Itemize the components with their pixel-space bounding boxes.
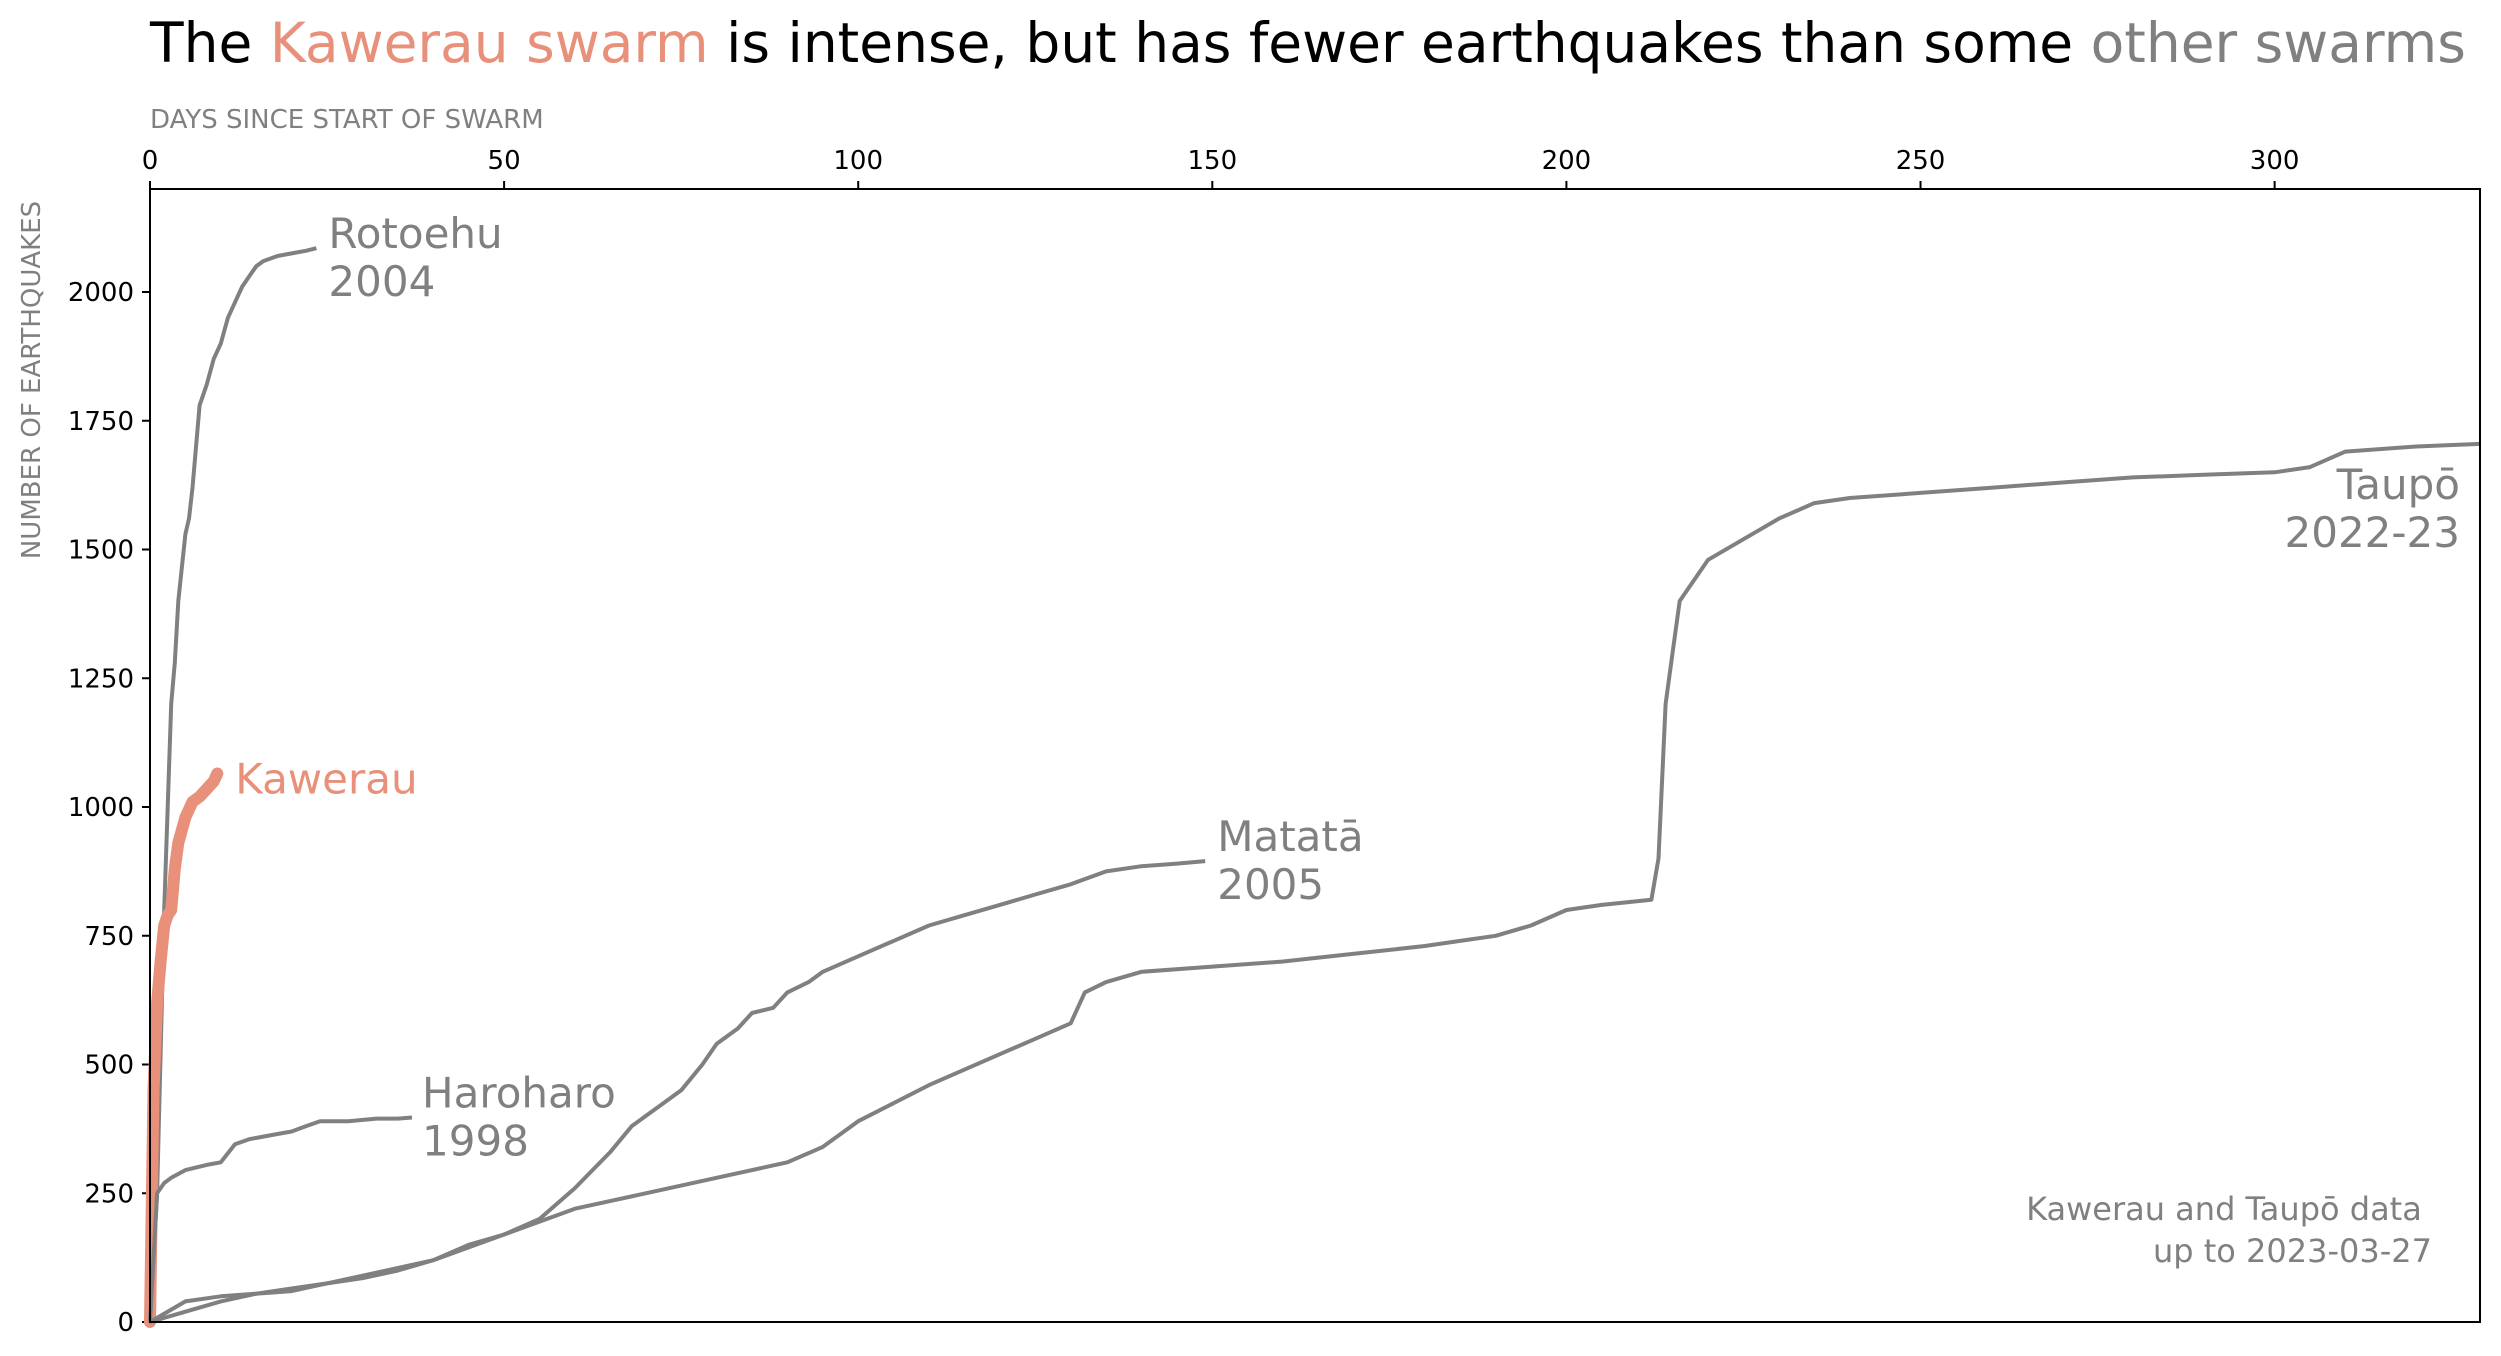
x-tick-label-250: 250 <box>1896 146 1946 176</box>
x-axis: 0 50 100 150 200 250 300 <box>142 146 2300 189</box>
y-axis-title: NUMBER OF EARTHQUAKES <box>17 201 47 559</box>
series-labels: Rotoehu 2004 Kawerau Haroharo 1998 Matatā 2005… <box>235 209 2460 1165</box>
x-tick-label-0: 0 <box>142 146 159 176</box>
x-tick-label-200: 200 <box>1542 146 1592 176</box>
y-axis: 0 250 500 750 1000 1250 1500 1750 2000 <box>68 278 150 1338</box>
series-label-haroharo-1998: Haroharo 1998 <box>422 1069 616 1166</box>
series-line-rotoehu-2004 <box>148 246 317 1323</box>
y-tick-label-750: 750 <box>84 922 134 952</box>
y-tick-label-1750: 1750 <box>68 407 134 437</box>
series-line-taup-2022-23 <box>148 441 2481 1324</box>
x-axis-title: DAYS SINCE START OF SWARM <box>150 105 544 135</box>
series-label-line: 2004 <box>328 257 435 306</box>
y-tick-label-1500: 1500 <box>68 536 134 566</box>
series-line-haroharo-1998 <box>148 1115 413 1323</box>
series-label-line: Kawerau <box>235 755 417 804</box>
series-layer <box>144 246 2481 1328</box>
series-label-rotoehu-2004: Rotoehu 2004 <box>328 209 502 306</box>
series-label-line: Rotoehu <box>328 209 502 258</box>
y-tick-label-0: 0 <box>117 1308 134 1338</box>
x-tick-label-300: 300 <box>2250 146 2300 176</box>
chart-title: The Kawerau swarm is intense, but has fe… <box>149 11 2466 75</box>
x-tick-label-150: 150 <box>1187 146 1237 176</box>
y-tick-label-500: 500 <box>84 1051 134 1081</box>
y-tick-label-1000: 1000 <box>68 793 134 823</box>
series-line-kawerau <box>144 767 224 1328</box>
series-line-matat-2005 <box>149 859 1206 1324</box>
series-label-line: 2005 <box>1217 860 1324 909</box>
series-label-line: Taupō <box>2336 460 2460 509</box>
data-note: Kawerau and Taupō data up to 2023-03-27 <box>2026 1190 2432 1270</box>
series-label-line: 1998 <box>422 1117 529 1166</box>
y-tick-label-1250: 1250 <box>68 664 134 694</box>
x-tick-label-50: 50 <box>488 146 521 176</box>
chart-title-part-3: other swarms <box>2091 11 2466 75</box>
data-note-line-1: Kawerau and Taupō data <box>2026 1190 2422 1228</box>
series-label-kawerau: Kawerau <box>235 755 417 804</box>
data-note-line-2: up to 2023-03-27 <box>2153 1232 2432 1270</box>
series-label-line: Matatā <box>1217 812 1363 861</box>
chart-title-part-1: Kawerau swarm <box>270 11 709 75</box>
series-label-line: 2022-23 <box>2285 508 2461 557</box>
series-label-taup-2022-23: Taupō 2022-23 <box>2285 460 2461 557</box>
chart-title-part-2: is intense, but has fewer earthquakes th… <box>709 11 2091 75</box>
series-label-matat-2005: Matatā 2005 <box>1217 812 1363 909</box>
x-tick-label-100: 100 <box>833 146 883 176</box>
plot-frame <box>149 188 2481 1323</box>
chart-title-part-0: The <box>149 11 270 75</box>
y-tick-label-2000: 2000 <box>68 278 134 308</box>
y-tick-label-250: 250 <box>84 1179 134 1209</box>
series-label-line: Haroharo <box>422 1069 616 1118</box>
